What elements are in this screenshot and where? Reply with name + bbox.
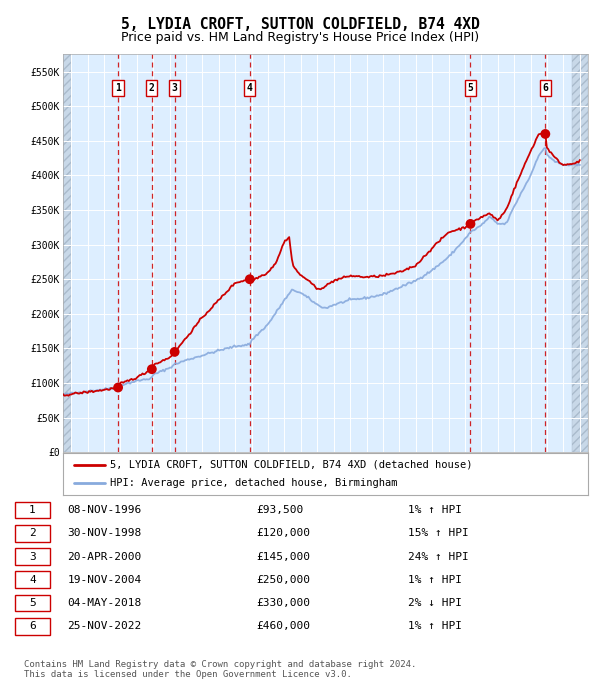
Text: 2% ↓ HPI: 2% ↓ HPI	[408, 598, 462, 608]
Bar	[572, 54, 588, 452]
Text: 1% ↑ HPI: 1% ↑ HPI	[408, 622, 462, 631]
Text: 08-NOV-1996: 08-NOV-1996	[67, 505, 142, 515]
Text: 3: 3	[29, 551, 36, 562]
Text: 1: 1	[29, 505, 36, 515]
Text: 4: 4	[29, 575, 36, 585]
Text: £120,000: £120,000	[256, 528, 310, 539]
Text: 5: 5	[29, 598, 36, 608]
Point	[541, 129, 550, 139]
Text: 2: 2	[149, 83, 155, 93]
Text: 4: 4	[247, 83, 253, 93]
FancyBboxPatch shape	[15, 548, 50, 565]
FancyBboxPatch shape	[15, 618, 50, 634]
Text: £330,000: £330,000	[256, 598, 310, 608]
Text: 1% ↑ HPI: 1% ↑ HPI	[408, 575, 462, 585]
Text: 6: 6	[542, 83, 548, 93]
Text: 24% ↑ HPI: 24% ↑ HPI	[408, 551, 469, 562]
Text: 20-APR-2000: 20-APR-2000	[67, 551, 142, 562]
Text: 1% ↑ HPI: 1% ↑ HPI	[408, 505, 462, 515]
Text: £460,000: £460,000	[256, 622, 310, 631]
Text: 04-MAY-2018: 04-MAY-2018	[67, 598, 142, 608]
Point	[245, 274, 254, 285]
Point	[113, 382, 123, 393]
Text: 30-NOV-1998: 30-NOV-1998	[67, 528, 142, 539]
Text: 5: 5	[467, 83, 473, 93]
Text: 25-NOV-2022: 25-NOV-2022	[67, 622, 142, 631]
Text: Contains HM Land Registry data © Crown copyright and database right 2024.
This d: Contains HM Land Registry data © Crown c…	[24, 660, 416, 679]
Point	[466, 218, 475, 229]
Text: £93,500: £93,500	[256, 505, 304, 515]
Text: 15% ↑ HPI: 15% ↑ HPI	[408, 528, 469, 539]
Text: 2: 2	[29, 528, 36, 539]
Text: £250,000: £250,000	[256, 575, 310, 585]
FancyBboxPatch shape	[15, 525, 50, 542]
Text: 6: 6	[29, 622, 36, 631]
FancyBboxPatch shape	[15, 571, 50, 588]
Point	[147, 364, 157, 375]
Text: Price paid vs. HM Land Registry's House Price Index (HPI): Price paid vs. HM Land Registry's House …	[121, 31, 479, 44]
Bar	[63, 54, 71, 452]
Text: 5, LYDIA CROFT, SUTTON COLDFIELD, B74 4XD: 5, LYDIA CROFT, SUTTON COLDFIELD, B74 4X…	[121, 17, 479, 32]
FancyBboxPatch shape	[15, 594, 50, 611]
Text: HPI: Average price, detached house, Birmingham: HPI: Average price, detached house, Birm…	[110, 478, 398, 488]
Text: 3: 3	[172, 83, 178, 93]
Text: 5, LYDIA CROFT, SUTTON COLDFIELD, B74 4XD (detached house): 5, LYDIA CROFT, SUTTON COLDFIELD, B74 4X…	[110, 460, 473, 470]
Point	[170, 346, 179, 357]
Text: 1: 1	[115, 83, 121, 93]
Text: £145,000: £145,000	[256, 551, 310, 562]
FancyBboxPatch shape	[15, 502, 50, 518]
Text: 19-NOV-2004: 19-NOV-2004	[67, 575, 142, 585]
